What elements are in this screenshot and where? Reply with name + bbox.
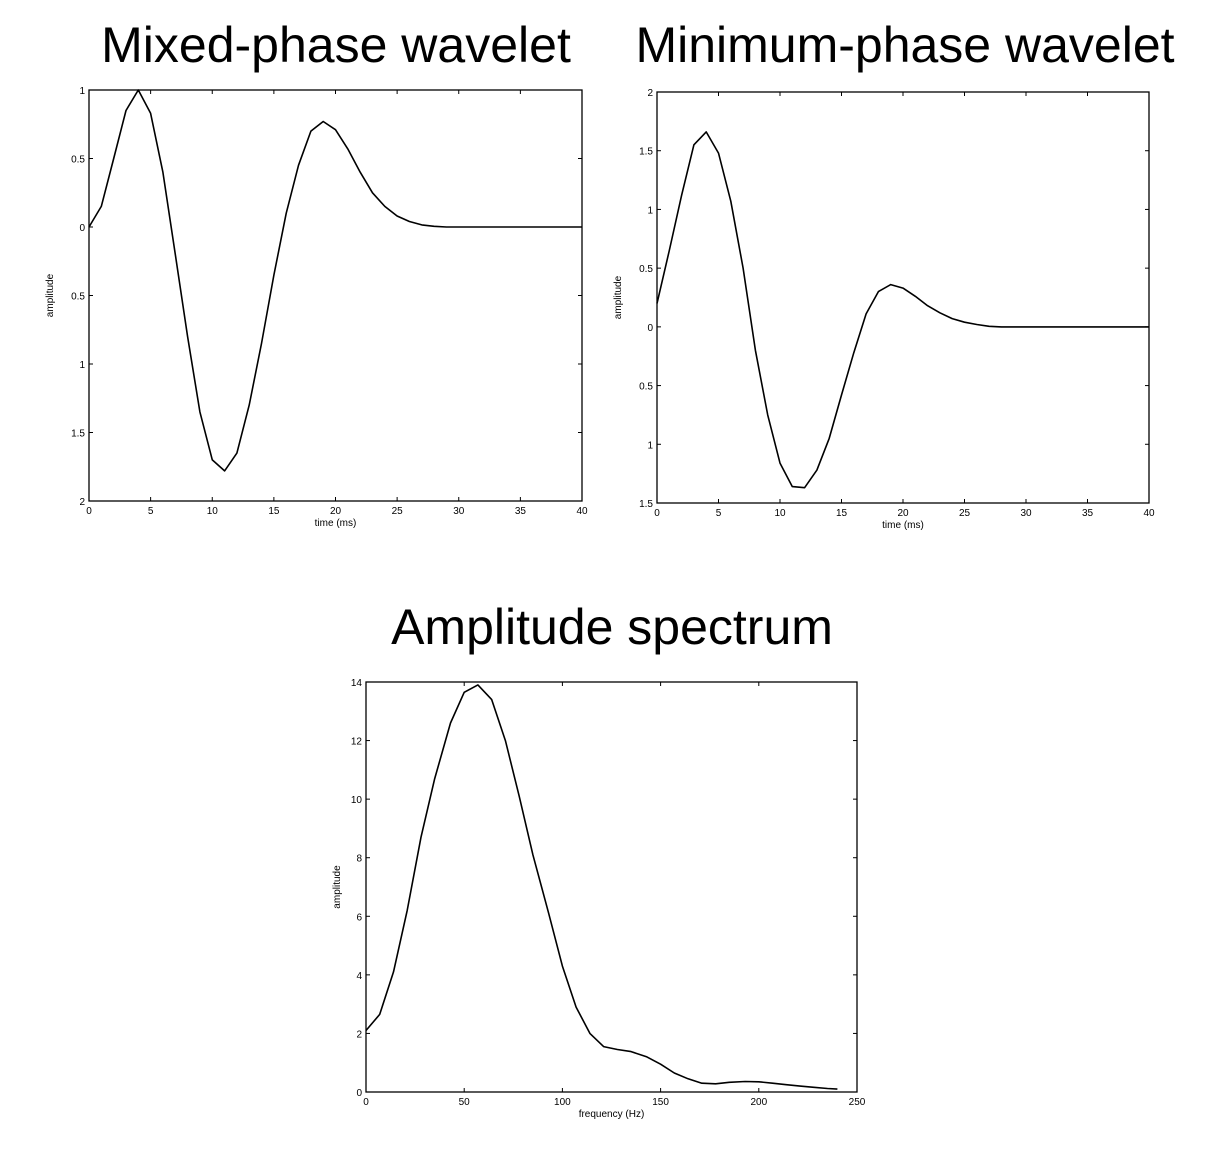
x-axis-label: frequency (Hz) xyxy=(579,1109,645,1120)
axes-box xyxy=(656,91,1150,504)
y-tick-label: 2 xyxy=(79,497,85,508)
x-tick-label: 250 xyxy=(849,1097,866,1108)
y-tick-label: 10 xyxy=(351,795,363,806)
x-tick-label: 35 xyxy=(1082,508,1094,519)
y-tick-label: 0 xyxy=(79,223,85,234)
y-tick-label: 1.5 xyxy=(639,499,653,510)
series-line xyxy=(656,131,1149,489)
y-tick-label: 1.5 xyxy=(71,429,85,440)
x-tick-label: 10 xyxy=(207,506,219,517)
y-tick-label: 0.5 xyxy=(71,292,85,303)
y-tick-label: 6 xyxy=(356,912,362,923)
x-tick-label: 150 xyxy=(652,1097,669,1108)
chart-title-mixed-phase: Mixed-phase wavelet xyxy=(101,17,571,73)
y-tick-label: 2 xyxy=(356,1029,362,1040)
chart-title-minimum-phase: Minimum-phase wavelet xyxy=(635,17,1175,73)
y-tick-label: 4 xyxy=(356,971,362,982)
axes-box xyxy=(88,89,583,502)
y-tick-label: 0 xyxy=(647,323,653,334)
axes-box xyxy=(365,681,858,1093)
x-tick-label: 0 xyxy=(363,1097,369,1108)
y-axis-label: amplitude xyxy=(45,273,56,317)
series-line xyxy=(88,89,582,472)
y-tick-label: 0.5 xyxy=(639,264,653,275)
y-tick-label: 14 xyxy=(351,678,363,689)
y-axis-label: amplitude xyxy=(613,275,624,319)
x-tick-label: 40 xyxy=(576,506,588,517)
x-tick-label: 50 xyxy=(459,1097,471,1108)
x-tick-label: 25 xyxy=(392,506,404,517)
y-tick-label: 1 xyxy=(79,360,85,371)
x-tick-label: 200 xyxy=(750,1097,767,1108)
x-axis-label: time (ms) xyxy=(882,520,924,531)
y-tick-label: 0.5 xyxy=(639,382,653,393)
x-tick-label: 0 xyxy=(654,508,660,519)
x-tick-label: 20 xyxy=(330,506,342,517)
y-axis-label: amplitude xyxy=(332,865,343,909)
chart-title-amplitude-spectrum: Amplitude spectrum xyxy=(391,599,833,655)
y-tick-label: 0 xyxy=(356,1088,362,1099)
y-tick-label: 1.5 xyxy=(639,147,653,158)
x-tick-label: 30 xyxy=(453,506,465,517)
y-tick-label: 0.5 xyxy=(71,155,85,166)
x-tick-label: 35 xyxy=(515,506,527,517)
series-line xyxy=(365,684,838,1090)
plot-0: 0 5 10 15 20 25 30 35 40 1 0.5 0 0.5 1 1.5 2 time (ms) am… xyxy=(45,86,588,529)
x-tick-label: 10 xyxy=(774,508,786,519)
plot-2: 0 50 100 150 200 250 14 12 10 8 6 4 2 0 frequency (Hz)… xyxy=(332,678,866,1120)
y-tick-label: 8 xyxy=(356,854,362,865)
y-tick-label: 12 xyxy=(351,737,363,748)
x-tick-label: 15 xyxy=(836,508,848,519)
x-tick-label: 0 xyxy=(86,506,92,517)
y-tick-label: 1 xyxy=(79,86,85,97)
x-axis-label: time (ms) xyxy=(315,518,357,529)
x-tick-label: 5 xyxy=(148,506,154,517)
y-tick-label: 1 xyxy=(647,440,653,451)
x-tick-label: 15 xyxy=(268,506,280,517)
x-tick-label: 40 xyxy=(1143,508,1155,519)
plot-1: 0 5 10 15 20 25 30 35 40 2 1.5 1 0.5 0 0.5 1 1.5 time (ms… xyxy=(613,88,1155,531)
y-tick-label: 1 xyxy=(647,205,653,216)
x-tick-label: 25 xyxy=(959,508,971,519)
x-tick-label: 5 xyxy=(716,508,722,519)
x-tick-label: 20 xyxy=(897,508,909,519)
x-tick-label: 30 xyxy=(1020,508,1032,519)
x-tick-label: 100 xyxy=(554,1097,571,1108)
y-tick-label: 2 xyxy=(647,88,653,99)
